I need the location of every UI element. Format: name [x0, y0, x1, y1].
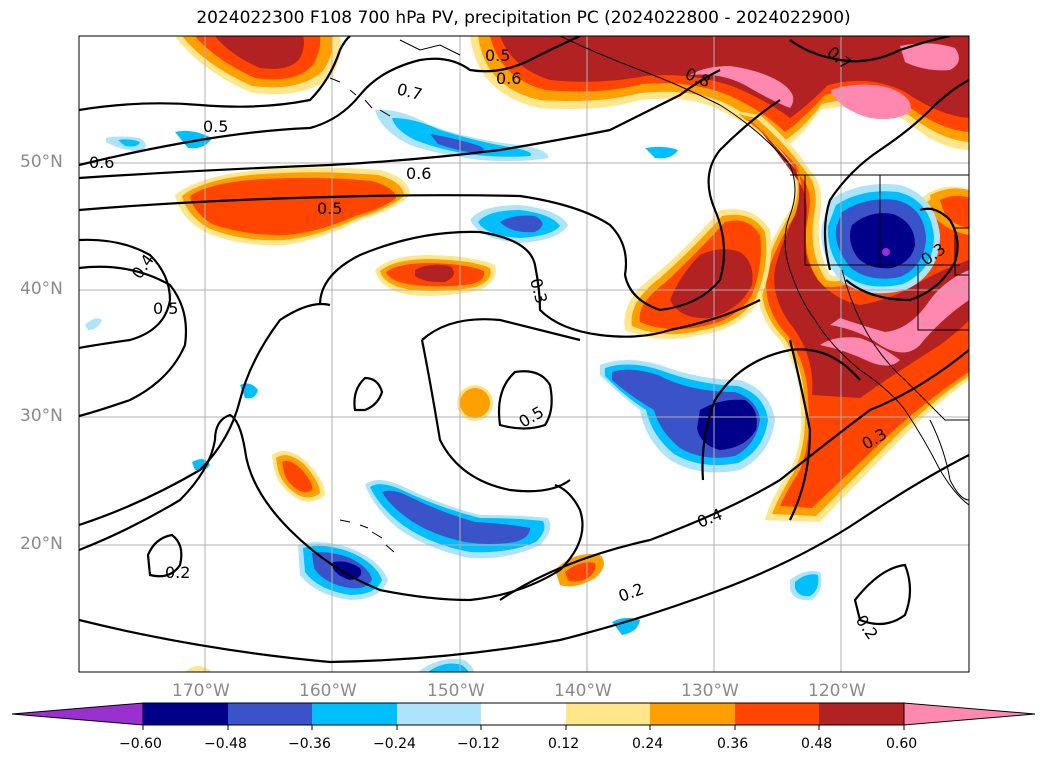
colorbar-cell	[566, 703, 650, 725]
colorbar-extend-high	[903, 702, 1036, 726]
colorbar-cell	[481, 703, 566, 725]
colorbar-cell	[397, 703, 481, 725]
lon-label: 130°W	[681, 681, 739, 701]
lat-label: 30°N	[20, 406, 63, 426]
colorbar-tick-label: −0.36	[288, 736, 331, 752]
pv-contours	[79, 36, 969, 664]
contour-label: 0.2	[165, 563, 190, 582]
contour-label: 0.5	[485, 46, 510, 65]
contour-label: 0.6	[406, 164, 431, 183]
colorbar-tick-label: 0.24	[632, 736, 664, 752]
lat-label: 50°N	[20, 152, 63, 172]
colorbar-tick-label: −0.48	[204, 736, 247, 752]
colorbar-cell	[312, 703, 397, 725]
lat-label: 40°N	[20, 279, 63, 299]
colorbar-cell	[819, 703, 904, 725]
colorbar-cell	[143, 703, 228, 725]
precipitation-shading	[85, 36, 969, 672]
colorbar-tick-label: −0.12	[457, 736, 500, 752]
contour-label: 0.6	[89, 153, 114, 172]
colorbar-extend-low	[11, 702, 144, 726]
lon-label: 160°W	[299, 681, 357, 701]
lat-label: 20°N	[20, 534, 63, 554]
lon-label: 140°W	[554, 681, 612, 701]
contour-label: 0.5	[153, 299, 178, 318]
lon-label: 150°W	[427, 681, 485, 701]
colorbar-tick-label: −0.24	[373, 736, 416, 752]
coastlines	[329, 36, 969, 553]
colorbar-tick-label: −0.60	[119, 736, 162, 752]
colorbar-tick-label: 0.60	[886, 736, 918, 752]
colorbar-cell	[735, 703, 819, 725]
colorbar-tick-label: 0.48	[801, 736, 833, 752]
colorbar-cell	[650, 703, 735, 725]
colorbar-tick-label: 0.36	[717, 736, 749, 752]
colorbar	[11, 702, 1036, 730]
colorbar-cell	[228, 703, 312, 725]
contour-label: 0.5	[203, 117, 228, 136]
lon-label: 170°W	[172, 681, 230, 701]
lon-label: 120°W	[808, 681, 866, 701]
contour-label: 0.6	[496, 69, 521, 88]
colorbar-tick-label: 0.12	[548, 736, 580, 752]
plot-title: 2024022300 F108 700 hPa PV, precipitatio…	[196, 8, 851, 28]
contour-label: 0.5	[317, 199, 342, 218]
